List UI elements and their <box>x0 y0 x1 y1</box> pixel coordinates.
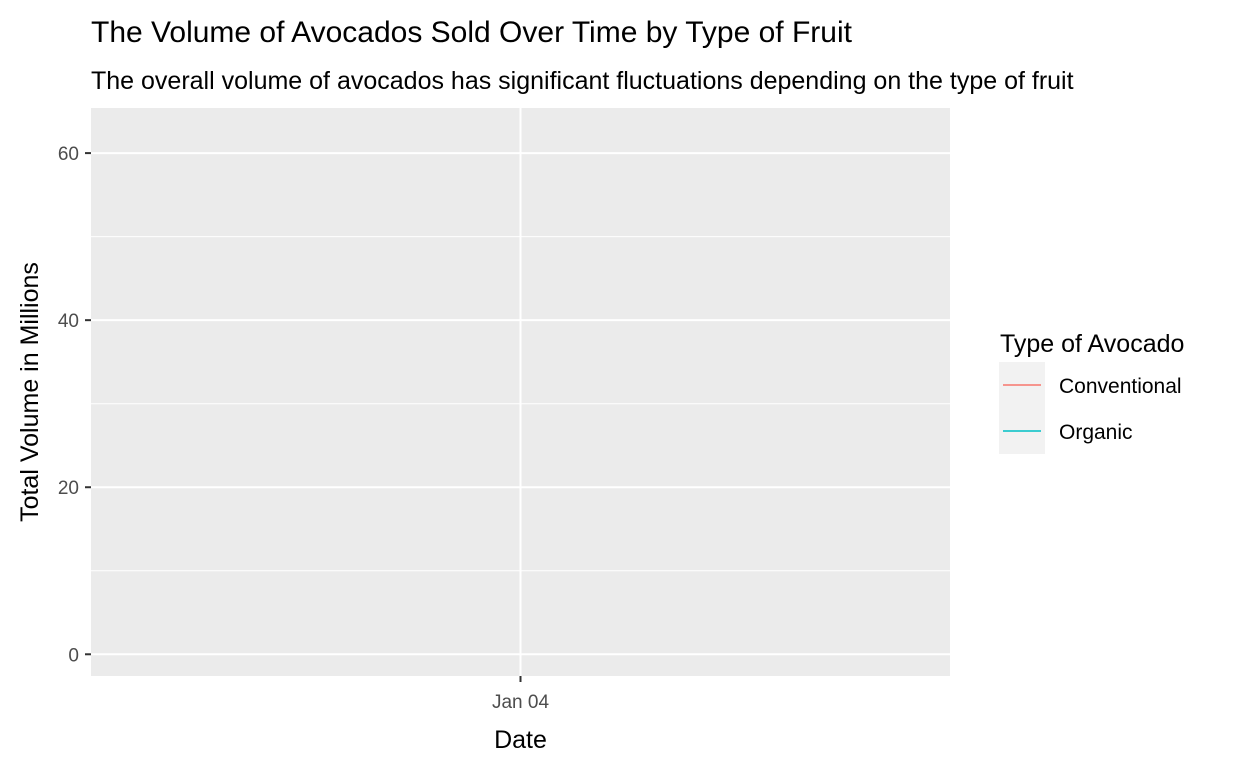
y-tick-label: 60 <box>58 144 79 165</box>
legend-label: Organic <box>1059 421 1133 444</box>
x-axis: Jan 04 <box>492 676 549 713</box>
chart-title: The Volume of Avocados Sold Over Time by… <box>91 16 853 49</box>
legend-key-background <box>999 362 1045 454</box>
y-tick-label: 0 <box>68 645 79 666</box>
y-tick-label: 20 <box>58 478 79 499</box>
grid-layer <box>91 108 950 676</box>
y-axis: 0 20 40 60 <box>58 144 91 666</box>
chart-subtitle: The overall volume of avocados has signi… <box>91 67 1074 95</box>
x-tick-label: Jan 04 <box>492 692 549 713</box>
y-tick-label: 40 <box>58 311 79 332</box>
legend-title: Type of Avocado <box>1000 330 1184 358</box>
legend: Type of Avocado Conventional Organic <box>999 330 1184 454</box>
legend-label: Conventional <box>1059 375 1182 398</box>
x-axis-title: Date <box>494 726 547 754</box>
legend-items: Conventional Organic <box>999 362 1182 454</box>
y-axis-title: Total Volume in Millions <box>16 262 44 522</box>
